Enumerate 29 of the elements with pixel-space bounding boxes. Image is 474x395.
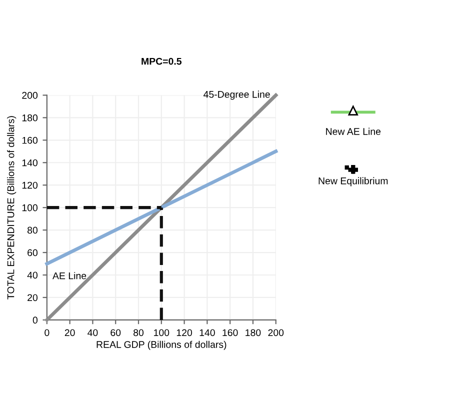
x-tick-label: 100	[154, 329, 170, 336]
x-tick-label: 180	[246, 329, 261, 336]
y-tick-label: 180	[22, 114, 38, 122]
x-tick-label: 160	[222, 329, 238, 336]
x-tick-label: 120	[176, 329, 192, 336]
y-tick-label: 200	[22, 92, 38, 99]
x-tick-label: 40	[88, 329, 98, 336]
x-tick-label: 20	[64, 329, 75, 336]
y-tick-label: 0	[32, 316, 38, 324]
x-tick-label: 0	[44, 329, 50, 336]
y-tick-label: 100	[22, 204, 38, 212]
y-tick-label: 40	[27, 272, 38, 279]
y-axis-title: TOTAL EXPENDITURE (Billions of dollars)	[7, 116, 16, 300]
y-tick-label: 140	[22, 159, 38, 166]
text: New AE Line	[326, 128, 381, 135]
chart-title: MPC=0.5	[142, 58, 182, 65]
x-tick-label: 80	[134, 329, 144, 336]
series-label: AE Line	[52, 272, 86, 280]
y-tick-label: 160	[22, 136, 38, 144]
y-tick-label: 60	[28, 249, 38, 256]
series-label: 45-Degree Line	[204, 90, 270, 100]
x-tick-label: 60	[110, 329, 121, 336]
x-tick-label: 140	[200, 329, 215, 336]
text: New Equilibrium	[318, 177, 388, 186]
x-axis-title: REAL GDP (Billions of dollars)	[96, 340, 226, 350]
y-tick-label: 80	[28, 226, 38, 234]
y-tick-label: 20	[28, 294, 38, 302]
x-tick-label: 200	[268, 329, 284, 336]
y-tick-label: 120	[22, 182, 38, 189]
